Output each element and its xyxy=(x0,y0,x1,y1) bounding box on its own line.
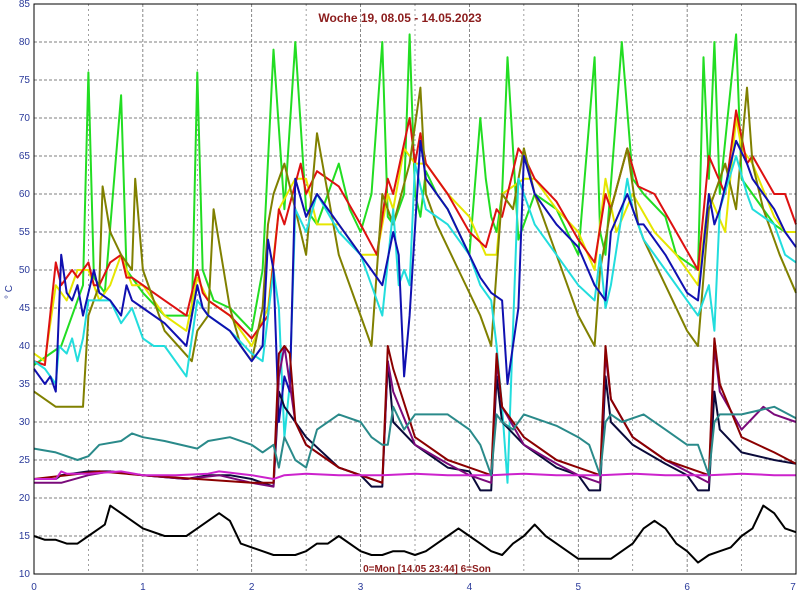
x-tick-label: 7 xyxy=(790,582,796,593)
series-line-12 xyxy=(33,504,797,564)
series-line-6 xyxy=(33,139,797,423)
x-tick-label: 1 xyxy=(140,582,146,593)
y-tick-label: 35 xyxy=(19,379,31,390)
x-tick-label: 6 xyxy=(684,582,690,593)
y-axis-ticks: 10 15 20 25 30 35 40 45 50 55 60 65 70 75 80 85 xyxy=(19,0,31,580)
x-tick-label: 3 xyxy=(358,582,364,593)
y-tick-label: 85 xyxy=(19,0,31,10)
series-line-5 xyxy=(33,155,797,484)
x-tick-label: 4 xyxy=(467,582,473,593)
series-line-1 xyxy=(33,33,796,366)
y-tick-label: 70 xyxy=(19,113,31,124)
y-tick-label: 50 xyxy=(19,265,31,276)
series-line-9 xyxy=(33,337,797,484)
series-line-4 xyxy=(33,86,797,408)
y-tick-label: 55 xyxy=(19,227,31,238)
time-annotation: 0=Mon [14.05 23:44] 6=Son xyxy=(363,564,491,575)
x-tick-label: 2 xyxy=(249,582,255,593)
chart-title: Woche 19, 08.05 - 14.05.2023 xyxy=(318,11,482,25)
y-tick-label: 15 xyxy=(19,531,31,542)
x-axis-ticks: 0 1 2 3 4 5 6 7 xyxy=(31,582,796,593)
series-line-11 xyxy=(33,405,797,477)
y-tick-label: 75 xyxy=(19,75,31,86)
x-tick-label: 0 xyxy=(31,582,37,593)
series-line-8 xyxy=(34,345,797,488)
y-tick-label: 60 xyxy=(19,189,31,200)
y-tick-label: 40 xyxy=(19,341,31,352)
y-tick-label: 25 xyxy=(19,455,31,466)
y-tick-label: 10 xyxy=(19,569,31,580)
y-tick-label: 80 xyxy=(19,37,31,48)
series-line-3 xyxy=(33,109,797,366)
y-tick-label: 65 xyxy=(19,151,31,162)
series-line-10 xyxy=(34,470,796,480)
y-tick-label: 30 xyxy=(19,417,31,428)
y-tick-label: 20 xyxy=(19,493,31,504)
y-tick-label: 45 xyxy=(19,303,31,314)
x-tick-label: 5 xyxy=(576,582,582,593)
plot-border xyxy=(33,3,797,575)
series-line-2 xyxy=(33,117,796,363)
data-series xyxy=(33,33,797,564)
y-axis-label: ° C xyxy=(4,285,15,299)
